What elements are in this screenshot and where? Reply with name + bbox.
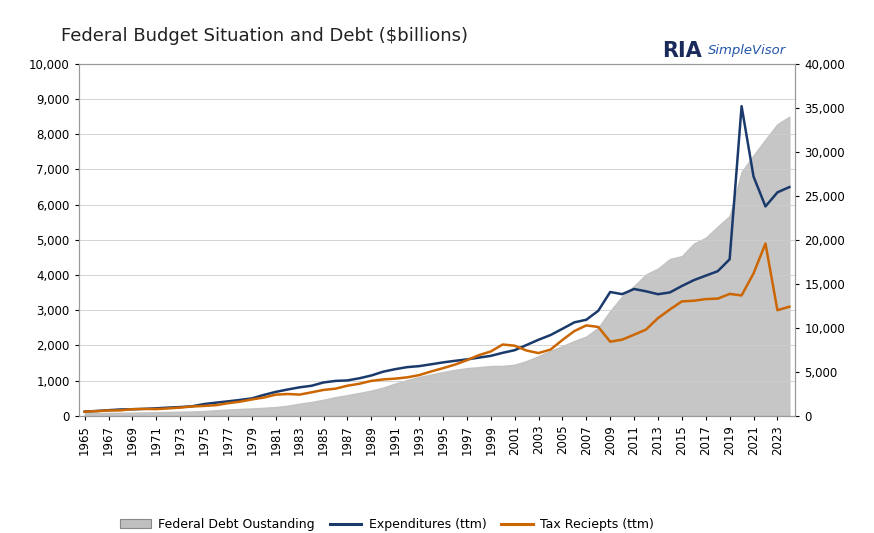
Text: Federal Budget Situation and Debt ($billions): Federal Budget Situation and Debt ($bill…	[61, 27, 468, 45]
Legend: Federal Debt Oustanding, Expenditures (ttm), Tax Reciepts (ttm): Federal Debt Oustanding, Expenditures (t…	[114, 513, 659, 533]
Text: RIA: RIA	[662, 41, 702, 61]
Text: SimpleVisor: SimpleVisor	[708, 44, 787, 57]
